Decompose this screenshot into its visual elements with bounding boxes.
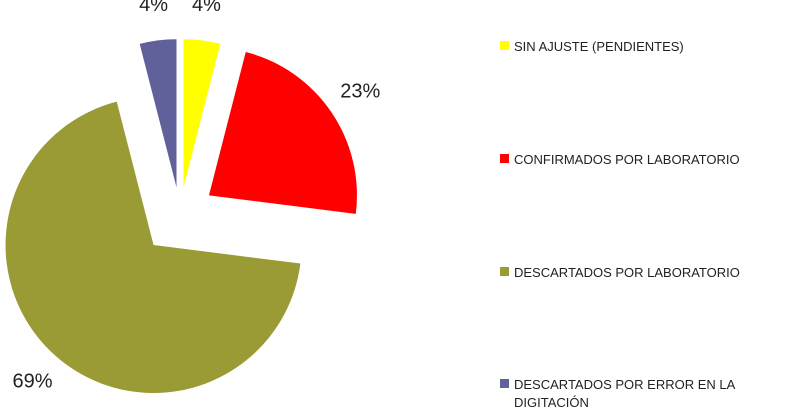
data-label: 4%	[139, 0, 168, 16]
pie-slice	[139, 39, 177, 188]
legend-swatch	[500, 267, 509, 276]
legend: SIN AJUSTE (PENDIENTES) CONFIRMADOS POR L…	[500, 0, 785, 418]
data-label: 69%	[13, 371, 53, 393]
legend-item: DESCARTADOS POR ERROR EN LA DIGITACIÓN	[500, 376, 784, 412]
legend-swatch	[500, 154, 509, 163]
legend-item: DESCARTADOS POR LABORATORIO	[500, 264, 784, 282]
legend-label: DESCARTADOS POR ERROR EN LA DIGITACIÓN	[514, 377, 735, 410]
legend-swatch	[500, 379, 509, 388]
data-label: 4%	[192, 0, 221, 16]
legend-label: DESCARTADOS POR LABORATORIO	[514, 265, 740, 280]
legend-label: CONFIRMADOS POR LABORATORIO	[514, 152, 740, 167]
pie-slice	[208, 51, 357, 214]
pie-slice	[5, 101, 301, 394]
legend-swatch	[500, 41, 509, 50]
pie-slice	[183, 39, 221, 188]
legend-item: CONFIRMADOS POR LABORATORIO	[500, 151, 784, 169]
legend-item: SIN AJUSTE (PENDIENTES)	[500, 38, 784, 56]
legend-label: SIN AJUSTE (PENDIENTES)	[514, 39, 684, 54]
data-label: 23%	[340, 81, 380, 103]
